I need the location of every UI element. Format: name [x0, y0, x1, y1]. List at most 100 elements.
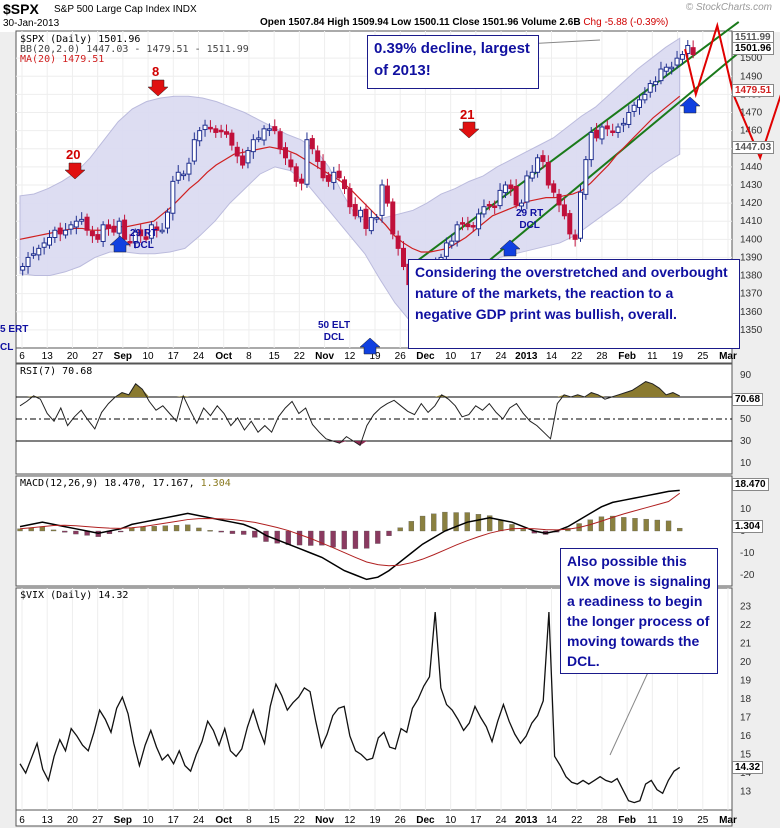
candle-body [245, 150, 251, 164]
x-tick-label-lower: 2013 [515, 815, 538, 826]
macd-line [19, 489, 680, 581]
arrow-dcl-2 [499, 239, 521, 257]
y-tick-vix: 21 [740, 639, 752, 650]
macd-histogram-bar [419, 515, 426, 532]
candle-body [588, 131, 594, 161]
callout-vix: Also possible this VIX move is signaling… [560, 548, 718, 674]
arrow-elt-dcl [359, 337, 381, 355]
macd-histogram-bar [643, 518, 649, 532]
candle-body [234, 146, 240, 157]
candle-body [395, 235, 401, 249]
x-tick-label-upper: 22 [294, 351, 306, 362]
candle-body [647, 83, 653, 93]
callout-decline: 0.39% decline, largest of 2013! [367, 35, 539, 89]
chart-header: $SPX S&P 500 Large Cap Index INDX 30-Jan… [0, 0, 780, 32]
candle-body [610, 130, 616, 133]
date-axis-lower [15, 809, 733, 827]
candle-body [465, 223, 471, 228]
candle-body [583, 159, 589, 195]
x-tick-label-upper: 6 [19, 351, 25, 362]
candle-body [502, 184, 508, 194]
candle-body [481, 206, 487, 215]
candle-body [492, 205, 498, 208]
x-tick-label-upper: Oct [215, 351, 232, 362]
candle-body [368, 217, 374, 232]
y-tick-vix: 13 [740, 787, 752, 798]
candle-body [207, 126, 213, 130]
candle-body [454, 224, 460, 242]
arrow-cycle-21 [458, 121, 480, 139]
candle-body [36, 247, 42, 256]
x-tick-label-upper: 10 [143, 351, 155, 362]
candle-body [358, 209, 364, 218]
x-tick-label-lower: 14 [546, 815, 558, 826]
candle-body [653, 81, 659, 86]
x-tick-label-upper: Mar [719, 351, 737, 362]
x-tick-label-upper: 12 [344, 351, 356, 362]
x-tick-label-lower: 26 [395, 815, 407, 826]
candle-body [460, 222, 465, 225]
cycle-count-8: 8 [152, 64, 160, 79]
x-tick-label-upper: 24 [193, 351, 205, 362]
candle-body [191, 139, 197, 162]
exchange-label: INDX [172, 4, 197, 15]
candle-body [165, 211, 170, 229]
y-tick-price: 1390 [740, 252, 763, 263]
candle-body [690, 47, 696, 56]
x-tick-label-upper: 27 [92, 351, 104, 362]
y-tick-rsi: 10 [740, 458, 752, 469]
y-tick-vix: 20 [740, 657, 752, 668]
candle-body [540, 155, 546, 162]
y-tick-price: 1380 [740, 271, 763, 282]
macd-histogram-bar [319, 530, 325, 546]
x-tick-label-lower: Sep [114, 815, 132, 826]
y-tick-price: 1440 [740, 162, 763, 173]
legend-macd: MACD(12,26,9) 18.470, 17.167, 1.304 [20, 478, 231, 489]
macd-histogram-bar [431, 513, 437, 532]
x-tick-label-lower: 19 [369, 815, 381, 826]
macd-signal-line [19, 492, 681, 567]
x-tick-label-lower: 10 [143, 815, 155, 826]
macd-histogram-bar [520, 529, 526, 532]
candle-body [293, 166, 299, 182]
x-tick-label-upper: 17 [168, 351, 180, 362]
candle-body [47, 237, 52, 246]
macd-histogram-bar [229, 530, 236, 534]
candle-body [325, 175, 331, 182]
candle-body [331, 171, 337, 183]
candle-body [443, 242, 449, 257]
candle-body [379, 184, 385, 216]
x-tick-label-upper: 14 [546, 351, 558, 362]
x-tick-label-upper: 17 [470, 351, 482, 362]
candle-body [154, 226, 160, 231]
marker-left-edge-a: 5 ERT [0, 324, 29, 335]
macd-histogram-bar [196, 527, 202, 532]
candle-body [401, 247, 406, 267]
ohlc-values: Open 1507.84 High 1509.94 Low 1500.11 Cl… [260, 17, 581, 28]
candle-body [486, 204, 492, 207]
candle-body [545, 162, 551, 186]
marker-left-edge-b: CL [0, 342, 14, 353]
x-tick-label-upper: 19 [369, 351, 381, 362]
candle-body [213, 128, 219, 133]
channel-upper-line [416, 21, 740, 262]
candle-body [449, 240, 455, 246]
candle-body [100, 224, 106, 242]
index-name: S&P 500 Large Cap Index INDX [54, 4, 197, 15]
candle-body [347, 188, 353, 208]
x-tick-label-lower: Dec [416, 815, 435, 826]
y-tick-price: 1400 [740, 234, 763, 245]
x-tick-label-lower: 12 [344, 815, 356, 826]
cycle-count-20: 20 [66, 147, 81, 162]
x-tick-label-upper: 8 [246, 351, 252, 362]
macd-histogram-bar [397, 527, 403, 532]
x-tick-label-upper: 19 [672, 351, 684, 362]
candle-body [519, 202, 524, 207]
candle-body [138, 229, 144, 237]
candle-body [342, 179, 347, 190]
y-tick-price: 1370 [740, 289, 763, 300]
candle-body [202, 124, 208, 131]
candle-body [79, 218, 85, 222]
x-tick-label-lower: 22 [294, 815, 306, 826]
marker-29rt-dcl-1: 29 RT DCL [130, 228, 158, 251]
